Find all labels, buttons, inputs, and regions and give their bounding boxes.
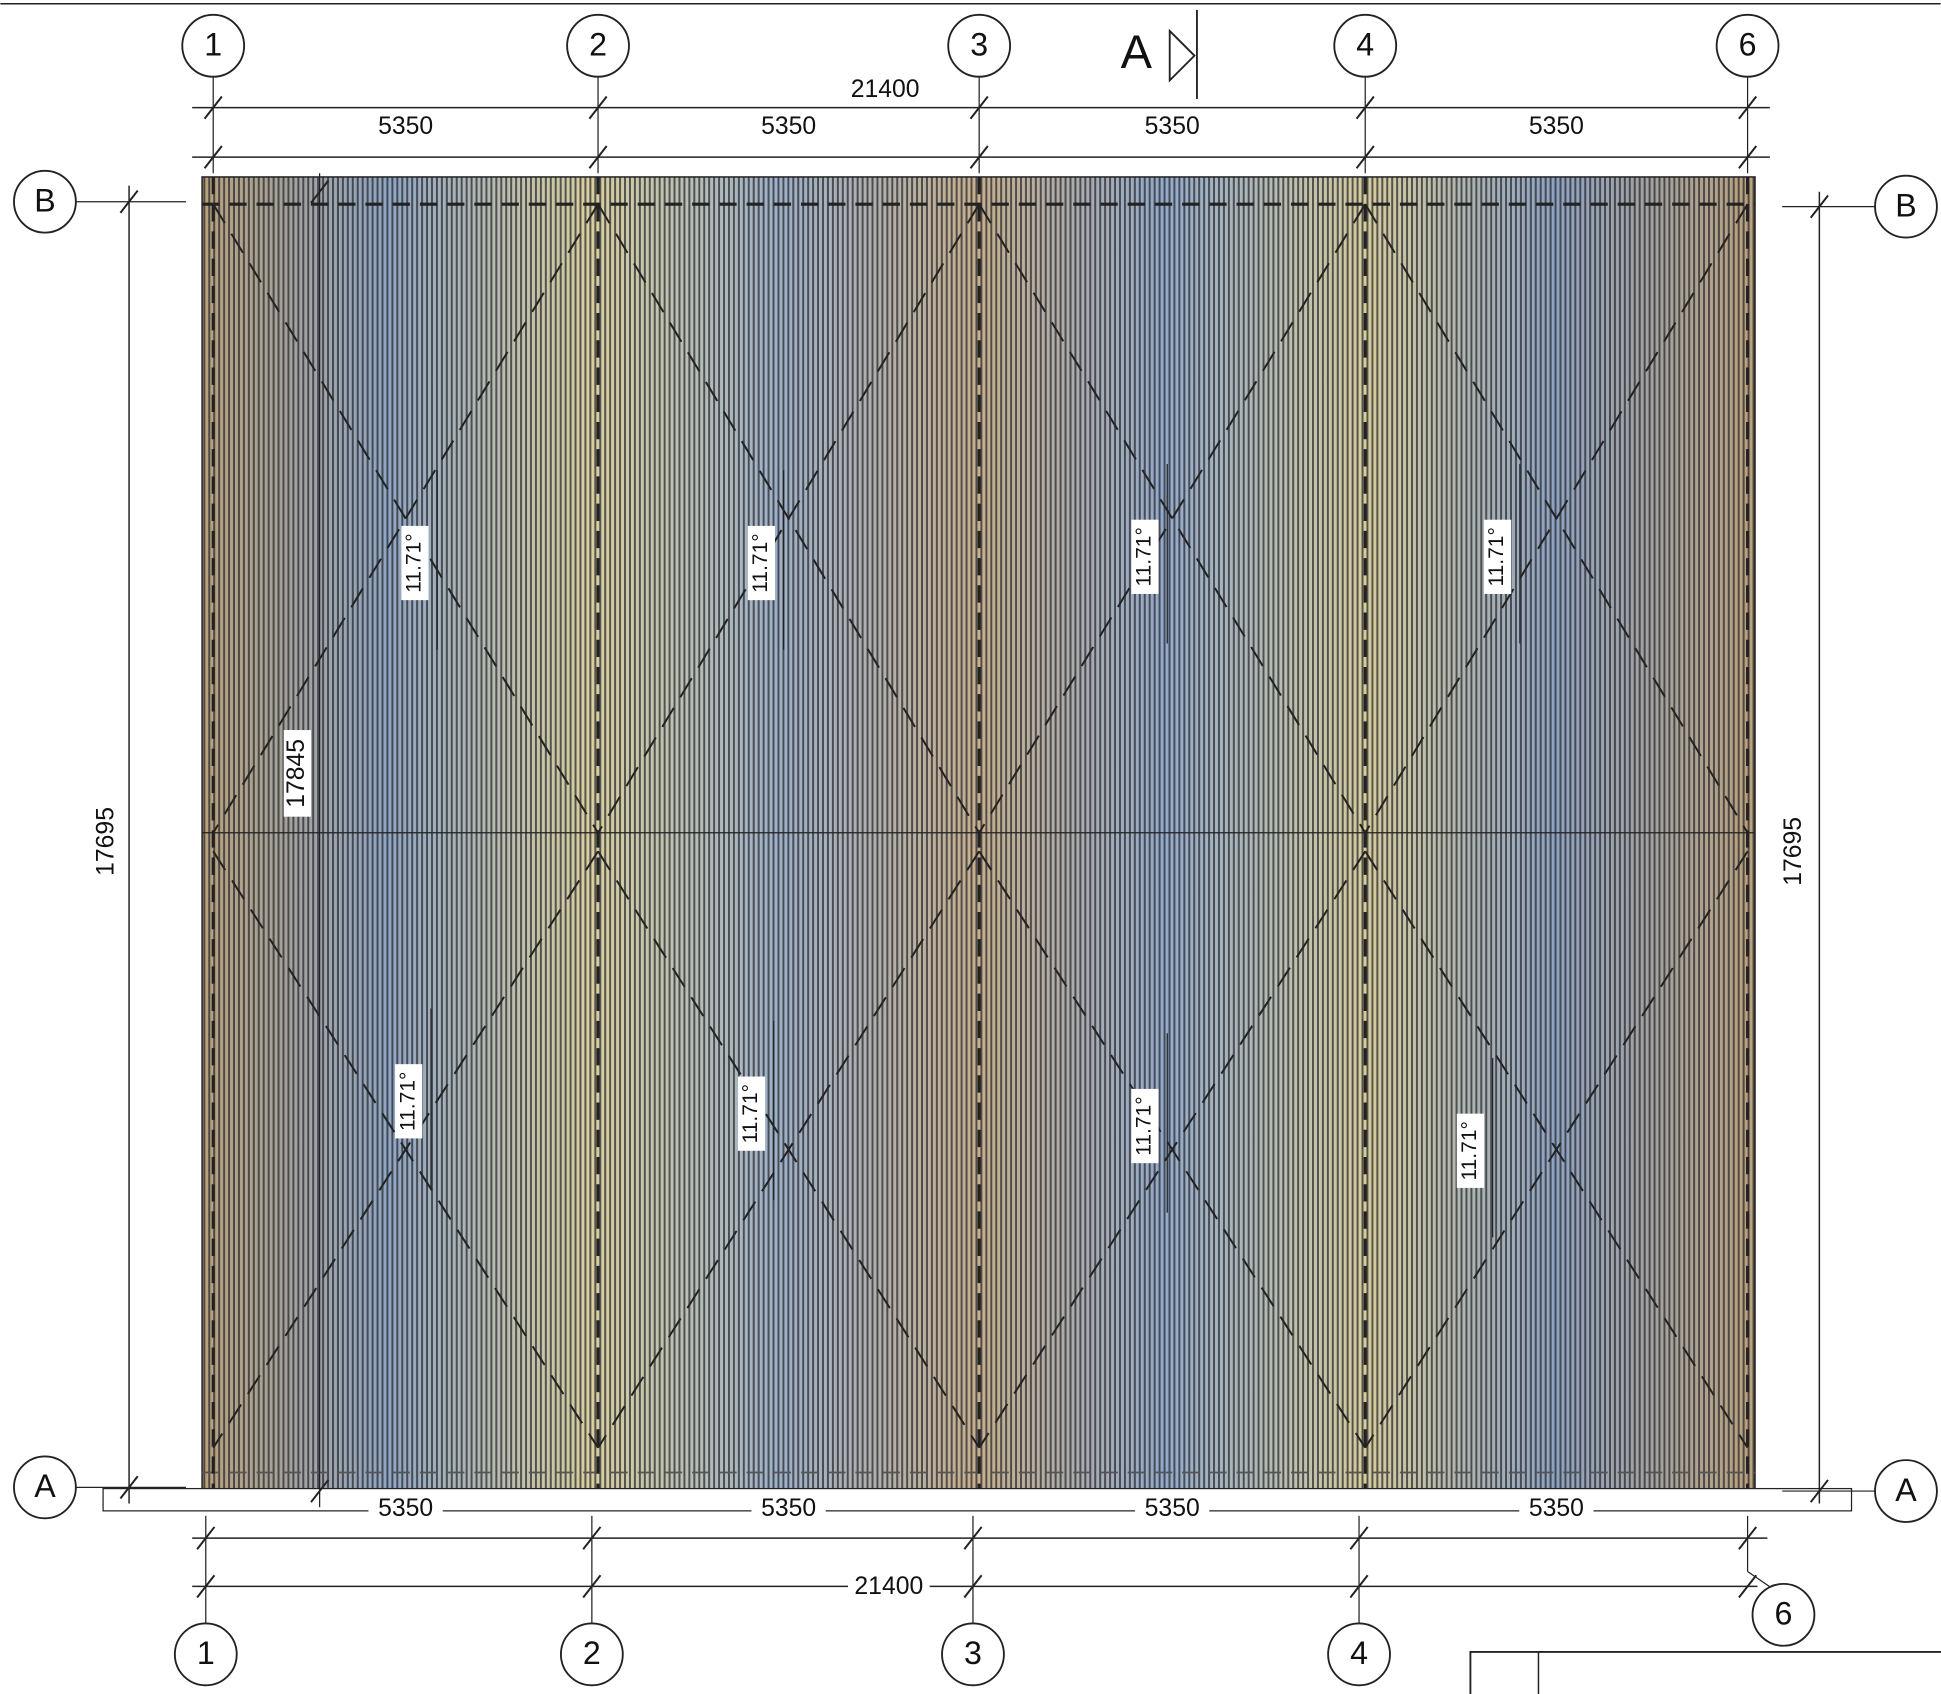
title-block <box>1469 1651 1941 1694</box>
grid-bubble <box>1327 1622 1391 1687</box>
dimension-text: 5350 <box>1529 1495 1584 1522</box>
dimension-text-bg <box>368 1497 443 1523</box>
section-arrow <box>1168 28 1196 83</box>
slope-label-bg <box>401 525 429 601</box>
dimension-text: 5350 <box>761 1495 816 1522</box>
dimension-text: 21400 <box>854 1573 923 1600</box>
slope-label-bg <box>1484 519 1512 594</box>
dimension-tick <box>1738 1574 1758 1599</box>
slope-label: 11.71° <box>739 1084 762 1143</box>
bracing <box>1364 850 1749 1449</box>
dimension-text: 5350 <box>378 1495 433 1522</box>
dimension-tick <box>310 1479 330 1503</box>
slope-label: 11.71° <box>749 533 772 592</box>
grid-label: 3 <box>964 1635 982 1671</box>
grid-label: 6 <box>1775 1596 1793 1632</box>
bracing <box>597 850 980 1449</box>
grid-label: 6 <box>1739 27 1757 63</box>
bracing <box>978 203 1367 834</box>
dimension-text-bg <box>1519 1497 1594 1523</box>
grid-bubble <box>559 1622 624 1687</box>
dimension-text-bg <box>283 730 311 817</box>
bracing <box>978 203 1367 834</box>
slope-label: 11.71° <box>396 1072 419 1131</box>
grid-label: A <box>34 1468 56 1504</box>
slope-label: 11.71° <box>1458 1121 1481 1180</box>
slope-label-bg <box>737 1076 766 1151</box>
grid-label: 2 <box>583 1635 601 1671</box>
bracing <box>212 203 599 834</box>
slope-label: 11.71° <box>402 533 425 592</box>
dimension-text: 17695 <box>92 807 119 876</box>
dimension-text-bg <box>1135 1497 1210 1523</box>
grid-leader <box>1747 1570 1772 1589</box>
slope-label: 11.71° <box>1133 1096 1156 1155</box>
bracing <box>597 203 981 834</box>
section-marker: A <box>1121 25 1153 78</box>
dimension-text: 5350 <box>1529 113 1584 140</box>
grid-label: 3 <box>970 27 988 63</box>
dimension-text: 5350 <box>1145 1495 1200 1522</box>
grid-label: 2 <box>589 27 607 63</box>
dimension-tick <box>310 180 330 204</box>
grid-label: 4 <box>1356 27 1374 63</box>
dimension-text-bg <box>751 1497 826 1523</box>
slope-label-bg <box>1131 1088 1159 1164</box>
bracing <box>1364 203 1749 834</box>
slope-label: 11.71° <box>1133 527 1156 586</box>
dimension-text-bg <box>847 1573 930 1599</box>
dimension-text: 5350 <box>378 113 433 140</box>
grid-bubble <box>173 1622 238 1687</box>
slope-label-bg <box>1131 519 1159 594</box>
grid-label: B <box>34 182 55 218</box>
grid-label: 1 <box>204 27 222 63</box>
bracing <box>212 850 599 1449</box>
grid-label: A <box>1895 1472 1917 1508</box>
dimension-text: 5350 <box>761 113 816 140</box>
eave-strip <box>102 1487 1853 1512</box>
slope-label: 11.71° <box>1485 527 1508 586</box>
dimension-text: 21400 <box>851 76 920 103</box>
bracing <box>978 850 1367 1449</box>
grid-bubble <box>941 1622 1005 1687</box>
dimension-text: 17695 <box>1780 817 1807 886</box>
grid-label: 1 <box>197 1635 215 1671</box>
dimension-text: 17845 <box>283 739 310 808</box>
slope-label-bg <box>395 1064 423 1139</box>
grid-label: B <box>1895 187 1916 223</box>
slope-label-bg <box>747 525 775 601</box>
grid-bubble <box>1751 1582 1816 1647</box>
grid-label: 4 <box>1350 1635 1368 1671</box>
dimension-text: 5350 <box>1145 113 1200 140</box>
slope-label-bg <box>1456 1113 1485 1188</box>
